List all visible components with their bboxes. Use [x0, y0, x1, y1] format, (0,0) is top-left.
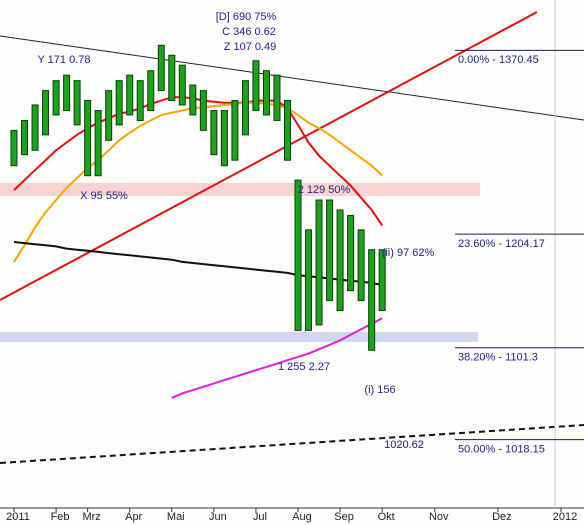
annotation: [D] 690 75% — [216, 11, 277, 23]
price-bar — [147, 70, 155, 112]
annotation: C 346 0.62 — [222, 26, 276, 38]
price-bar — [273, 74, 281, 121]
x-tick-label: Dez — [492, 511, 512, 523]
x-tick-label: Jul — [253, 511, 267, 523]
price-bar — [262, 70, 270, 116]
price-bar — [10, 129, 18, 167]
x-tick-label: Mrz — [82, 511, 100, 523]
price-bar — [199, 90, 207, 131]
plot — [10, 44, 386, 399]
x-tick-label: Jun — [209, 511, 227, 523]
x-tick-label: Feb — [51, 511, 70, 523]
price-bar — [21, 119, 29, 156]
support-band — [0, 332, 478, 342]
x-tick-label: Sep — [334, 511, 354, 523]
price-bar — [284, 100, 291, 161]
price-bar — [52, 80, 60, 116]
price-bar — [252, 60, 260, 112]
moving-average — [13, 101, 383, 263]
resistance-band — [0, 183, 480, 196]
x-tick-label: Mai — [167, 511, 185, 523]
annotation: (ii) 97 62% — [382, 247, 435, 259]
price-bar — [241, 80, 249, 136]
annotation: 1 255 2.27 — [278, 361, 330, 373]
price-bar — [368, 249, 376, 351]
price-bar — [305, 229, 313, 331]
moving-average — [13, 96, 384, 226]
price-bar — [315, 199, 323, 326]
price-bar — [326, 199, 334, 302]
annotation: (i) 156 — [364, 384, 395, 396]
fib-label: 38.20% - 1101.3 — [458, 352, 538, 364]
annotation: Y 171 0.78 — [37, 54, 90, 66]
price-bar — [294, 179, 302, 331]
trend-line — [0, 35, 584, 121]
fib-label: 0.00% - 1370.45 — [458, 54, 539, 66]
price-bar — [126, 74, 134, 116]
x-tick-label: 2012 — [553, 511, 577, 523]
annotation: 2 129 50% — [298, 184, 351, 196]
price-bar — [178, 64, 186, 106]
price-bar — [94, 110, 102, 177]
price-bar — [357, 229, 365, 302]
x-tick-label: Nov — [429, 511, 449, 523]
fib-label: 23.60% - 1204.17 — [458, 238, 545, 250]
price-bar — [210, 110, 218, 156]
price-bar — [168, 54, 176, 102]
price-bar — [115, 80, 123, 126]
price-bar — [220, 110, 228, 167]
fib-levels: 0.00% - 1370.45 23.60% - 1204.17 38.20% - … — [455, 49, 584, 456]
moving-average — [171, 317, 383, 399]
annotation: X 95 55% — [80, 190, 128, 202]
trend-line-dashed — [0, 424, 584, 464]
annotation: 1020.62 — [384, 439, 424, 451]
x-tick-label: Apr — [125, 511, 142, 523]
price-bar — [189, 84, 197, 116]
price-bar — [157, 44, 165, 92]
price-bar — [378, 249, 386, 312]
x-tick-label: Okt — [378, 511, 395, 523]
annotation: Z 107 0.49 — [224, 41, 277, 53]
price-bar — [136, 80, 144, 121]
price-bar — [347, 214, 355, 292]
price-bar — [231, 100, 239, 161]
price-bar — [84, 100, 92, 177]
x-tick-label: 2011 — [6, 511, 30, 523]
price-bar — [105, 90, 113, 141]
fib-label: 50.00% - 1018.15 — [458, 444, 545, 456]
price-bar — [42, 90, 50, 136]
price-bar — [73, 80, 81, 126]
price-bar — [31, 104, 39, 151]
x-tick-label: Aug — [292, 511, 312, 523]
price-bar — [336, 209, 344, 312]
price-bar — [63, 74, 71, 112]
